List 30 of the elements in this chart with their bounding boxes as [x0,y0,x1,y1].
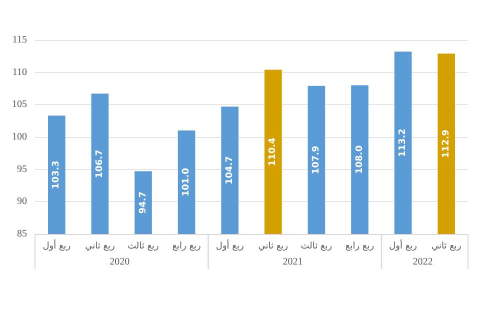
x-tick-label: ربع أول [216,240,244,252]
x-tick-label: ربع أول [42,240,71,252]
data-label: 112.9 [441,130,452,158]
x-tick-label: ربع ثاني [85,242,115,252]
text: 2020 [110,256,130,268]
text: 2021 [282,256,303,268]
x-tick-label: ربع رابع [172,242,201,252]
y-tick-label: 110 [12,66,27,78]
data-label: 94.7 [138,192,148,214]
data-label: 108.0 [354,145,365,174]
data-label: 104.7 [224,156,235,185]
data-label: 101.0 [182,168,192,196]
y-tick-label: 115 [12,34,27,46]
x-tick-label: ربع ثالث [128,242,159,252]
y-tick-label: 105 [12,99,27,110]
y-tick-label: 100 [12,132,27,142]
y-tick-label: 95 [17,164,27,175]
x-tick-label: ربع أول [389,240,417,252]
data-label: 110.4 [268,138,278,166]
x-tick-label: ربع ثالث [300,242,332,252]
data-label: 103.3 [52,160,62,190]
data-label: 113.2 [398,128,408,158]
x-tick-label: ربع ثاني [258,242,288,252]
y-tick-label: 90 [17,196,27,208]
data-label: 107.9 [311,146,322,174]
text: 2022 [412,256,433,268]
y-tick-label: 85 [17,228,27,240]
x-tick-label: ربع رابع [345,242,374,252]
x-tick-label: ربع ثاني [431,242,462,252]
data-label: 106.7 [94,150,105,178]
